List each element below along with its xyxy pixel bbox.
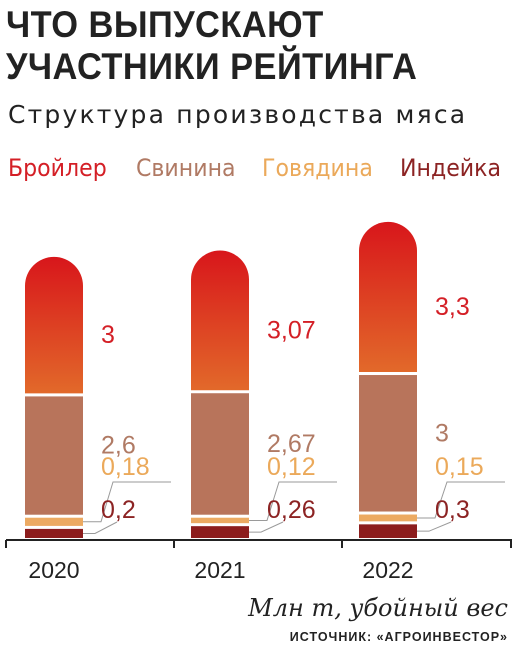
bar-broiler-2022	[359, 221, 417, 373]
unit-label: Млн т, убойный вес	[248, 594, 508, 622]
leader-turkey-2021	[249, 521, 284, 533]
chart-title-line-1: ЧТО ВЫПУСКАЮТ	[6, 4, 324, 45]
data-label-beef-2020: 0,18	[101, 453, 150, 481]
bar-turkey-2021	[191, 526, 249, 538]
leader-beef-2022	[417, 481, 505, 519]
data-label-turkey-2021: 0,26	[267, 496, 316, 524]
bar-pork-2020	[25, 396, 83, 515]
leader-lines-layer	[83, 481, 505, 534]
legend-item-turkey: Индейка	[400, 154, 502, 182]
leader-beef-2021	[249, 481, 337, 521]
data-labels-layer: 3 2,60,18 0,2 3,07 2,670,12 0,26 3,3 3 0,15 0,3	[101, 293, 484, 524]
x-tick-label-2022: 2022	[362, 557, 413, 583]
data-label-beef-2022: 0,15	[435, 453, 484, 481]
leader-turkey-2020	[83, 521, 118, 534]
bar-pork-2021	[191, 393, 249, 515]
data-label-turkey-2020: 0,2	[101, 496, 136, 524]
bar-broiler-2020	[25, 256, 83, 394]
bar-turkey-2020	[25, 528, 83, 538]
bar-beef-2020	[25, 517, 83, 526]
legend-item-broiler: Бройлер	[8, 154, 107, 182]
bar-pork-2022	[359, 375, 417, 512]
data-label-broiler-2020: 3	[101, 321, 115, 349]
source-label: ИСТОЧНИК: «АГРОИНВЕСТОР»	[289, 630, 508, 644]
leader-beef-2020	[83, 481, 171, 523]
leader-turkey-2022	[417, 521, 452, 532]
data-label-broiler-2021: 3,07	[267, 316, 316, 344]
chart-title: ЧТО ВЫПУСКАЮТ УЧАСТНИКИ РЕЙТИНГА	[6, 4, 417, 88]
bar-beef-2022	[359, 514, 417, 522]
legend-item-pork: Свинина	[136, 154, 236, 182]
legend: Бройлер Свинина Говядина Индейка	[0, 154, 516, 190]
bars-layer	[25, 221, 417, 538]
legend-item-beef: Говядина	[262, 154, 373, 182]
data-label-pork-2022: 3	[435, 419, 449, 447]
bar-beef-2021	[191, 517, 249, 524]
x-axis: 2020 2021 2022	[5, 539, 512, 583]
data-label-broiler-2022: 3,3	[435, 293, 470, 321]
data-label-pork-2021: 2,67	[267, 430, 316, 458]
bar-broiler-2021	[191, 250, 249, 391]
data-label-beef-2021: 0,12	[267, 453, 316, 481]
chart-subtitle: Структура производства мяса	[8, 100, 468, 129]
data-label-turkey-2022: 0,3	[435, 496, 470, 524]
x-tick-label-2020: 2020	[28, 557, 79, 583]
bar-turkey-2022	[359, 524, 417, 538]
data-label-pork-2020: 2,6	[101, 432, 136, 460]
x-tick-label-2021: 2021	[194, 557, 245, 583]
chart-title-line-2: УЧАСТНИКИ РЕЙТИНГА	[6, 46, 418, 87]
